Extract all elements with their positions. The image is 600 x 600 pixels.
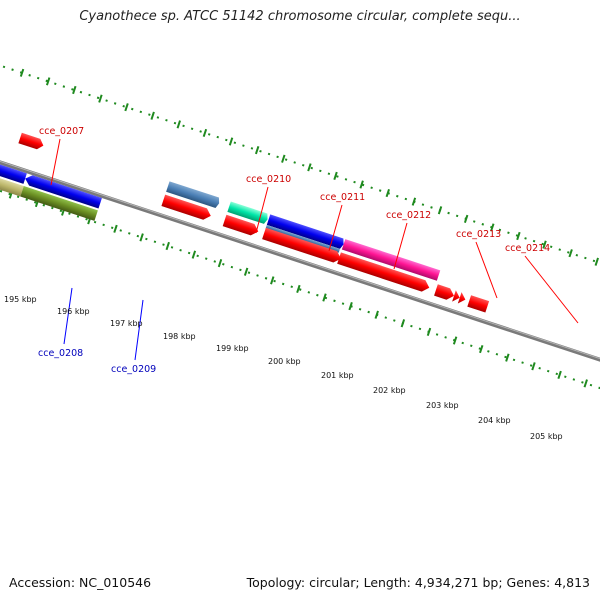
ruler-tick bbox=[463, 214, 469, 223]
ruler-tick bbox=[202, 128, 208, 138]
tick-label: 200 kbp bbox=[268, 357, 301, 366]
gene-bar-khaki-0208[interactable] bbox=[0, 170, 24, 197]
tick-label: 197 kbp bbox=[110, 319, 143, 328]
tick-label: 202 kbp bbox=[373, 386, 406, 395]
gene-arrow-red-0213[interactable] bbox=[337, 252, 431, 293]
map-title: Cyanothece sp. ATCC 51142 chromosome cir… bbox=[79, 9, 521, 24]
ruler-tick bbox=[359, 180, 364, 189]
ruler-tick bbox=[505, 353, 510, 362]
accession-text: Accession: NC_010546 bbox=[9, 575, 152, 590]
ruler-tick bbox=[281, 154, 286, 163]
ruler-tick bbox=[45, 77, 51, 86]
gene-arrow-blue-0208[interactable] bbox=[0, 158, 27, 184]
tick-label: 201 kbp bbox=[321, 371, 354, 380]
ruler-tick bbox=[374, 310, 379, 319]
ruler-tick bbox=[400, 319, 406, 328]
ruler-tick bbox=[531, 362, 536, 371]
ruler-tick bbox=[568, 249, 573, 258]
outer-dotted-track bbox=[0, 51, 600, 304]
gene-bar-steelblue-thin[interactable] bbox=[265, 224, 340, 253]
ruler-tick bbox=[98, 94, 103, 103]
ruler-tick bbox=[452, 336, 458, 345]
kbp-tick-labels: 195 kbp 196 kbp 197 kbp 198 kbp 199 kbp … bbox=[4, 295, 563, 441]
ruler-tick bbox=[139, 233, 144, 242]
ruler-tick bbox=[191, 250, 197, 259]
gene-arrow-red-small-1[interactable] bbox=[452, 290, 461, 303]
gene-label-cce-0212[interactable]: cce_0212 bbox=[386, 210, 431, 221]
ruler-tick bbox=[217, 259, 223, 268]
ruler-tick bbox=[437, 206, 443, 215]
tick-label: 205 kbp bbox=[530, 432, 563, 441]
tick-label: 204 kbp bbox=[478, 416, 511, 425]
gene-label-cce-0207[interactable]: cce_0207 bbox=[39, 126, 84, 137]
ruler-tick bbox=[557, 370, 562, 379]
gene-label-cce-0211[interactable]: cce_0211 bbox=[320, 192, 365, 203]
outer-ruler-ticks bbox=[19, 68, 599, 266]
gene-label-cce-0213[interactable]: cce_0213 bbox=[456, 229, 501, 240]
gene-label-cce-0209[interactable]: cce_0209 bbox=[111, 364, 156, 375]
ruler-tick bbox=[479, 344, 484, 354]
ruler-tick bbox=[176, 120, 181, 129]
gene-arrow-red-0211[interactable] bbox=[222, 214, 260, 237]
ruler-tick bbox=[296, 284, 301, 294]
gene-arrow-red-0210[interactable] bbox=[161, 194, 212, 222]
ruler-tick bbox=[254, 146, 260, 155]
ruler-tick bbox=[270, 276, 275, 285]
gene-labels: cce_0207 cce_0210 cce_0211 cce_0212 cce_… bbox=[38, 126, 550, 375]
gene-arrow-pink-0213[interactable] bbox=[341, 239, 441, 281]
gene-arrow-red-0214[interactable] bbox=[434, 284, 456, 301]
ruler-tick bbox=[348, 302, 353, 311]
ruler-tick bbox=[426, 327, 432, 336]
gene-arrow-red-0212[interactable] bbox=[262, 227, 343, 265]
gene-arrow-mint[interactable] bbox=[227, 201, 269, 224]
ruler-tick bbox=[385, 188, 390, 198]
backbone-line bbox=[0, 138, 600, 392]
ruler-tick bbox=[113, 224, 118, 233]
ruler-tick bbox=[150, 111, 155, 120]
ruler-tick bbox=[228, 137, 234, 146]
ruler-tick bbox=[333, 171, 338, 181]
gene-arrow-blue-0209[interactable] bbox=[23, 173, 102, 209]
label-leaders bbox=[50, 138, 579, 361]
ruler-tick bbox=[124, 103, 129, 112]
ruler-tick bbox=[411, 197, 417, 206]
tick-label: 196 kbp bbox=[57, 307, 90, 316]
tick-label: 195 kbp bbox=[4, 295, 37, 304]
ruler-tick bbox=[307, 163, 312, 172]
ruler-tick bbox=[72, 85, 77, 95]
ruler-tick bbox=[19, 68, 25, 77]
ruler-tick bbox=[583, 379, 588, 388]
tick-label: 198 kbp bbox=[163, 332, 196, 341]
gene-arrow-red-0207[interactable] bbox=[18, 132, 45, 151]
gene-arrow-red-edge[interactable] bbox=[467, 295, 490, 313]
gene-arrow-blue-0212[interactable] bbox=[266, 214, 345, 249]
gene-arrow-red-small-2[interactable] bbox=[457, 292, 467, 305]
ruler-tick bbox=[516, 231, 521, 241]
gene-label-cce-0214[interactable]: cce_0214 bbox=[505, 243, 550, 254]
ruler-tick bbox=[542, 240, 547, 249]
gene-label-cce-0208[interactable]: cce_0208 bbox=[38, 348, 83, 359]
ruler-tick bbox=[490, 223, 495, 232]
genome-stats-text: Topology: circular; Length: 4,934,271 bp… bbox=[246, 575, 590, 590]
inner-dotted-track bbox=[0, 164, 600, 417]
gene-arrow-steelblue[interactable] bbox=[166, 181, 221, 209]
ruler-tick bbox=[594, 257, 599, 266]
gene-label-cce-0210[interactable]: cce_0210 bbox=[246, 174, 291, 185]
ruler-tick bbox=[165, 241, 170, 251]
tick-label: 199 kbp bbox=[216, 344, 249, 353]
ruler-tick bbox=[243, 267, 249, 276]
tick-label: 203 kbp bbox=[426, 401, 459, 410]
ruler-tick bbox=[322, 293, 327, 302]
gene-bar-olive-0209[interactable] bbox=[20, 186, 98, 221]
